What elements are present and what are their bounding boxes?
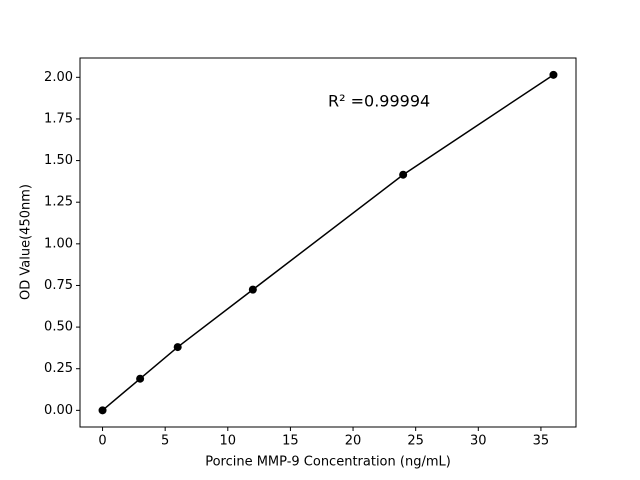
y-tick-label: 0.00: [44, 403, 73, 418]
data-point: [248, 285, 257, 294]
y-tick-label: 1.00: [44, 236, 73, 251]
y-tick-label: 0.75: [44, 278, 73, 293]
data-point: [173, 343, 182, 352]
x-tick-label: 5: [161, 434, 169, 449]
data-line: [102, 74, 554, 411]
y-tick-label: 1.25: [44, 195, 73, 210]
x-tick-label: 10: [220, 434, 237, 449]
plot-frame: [79, 57, 577, 428]
y-axis-label: OD Value(450nm): [19, 184, 34, 300]
x-tick-label: 25: [407, 434, 424, 449]
x-tick-label: 30: [470, 434, 487, 449]
x-tick-label: 15: [282, 434, 299, 449]
y-tick-label: 1.50: [44, 153, 73, 168]
y-tick-label: 0.50: [44, 320, 73, 335]
data-point: [98, 406, 107, 415]
data-point: [136, 374, 145, 383]
data-point: [399, 170, 408, 179]
y-tick-label: 2.00: [44, 70, 73, 85]
x-tick-label: 0: [98, 434, 106, 449]
y-tick-label: 0.25: [44, 361, 73, 376]
y-tick-label: 1.75: [44, 111, 73, 126]
x-tick-label: 35: [533, 434, 550, 449]
annotation: R² =0.99994: [328, 92, 430, 111]
x-tick-label: 20: [345, 434, 362, 449]
data-point: [549, 70, 558, 79]
x-axis-label: Porcine MMP-9 Concentration (ng/mL): [205, 455, 451, 470]
